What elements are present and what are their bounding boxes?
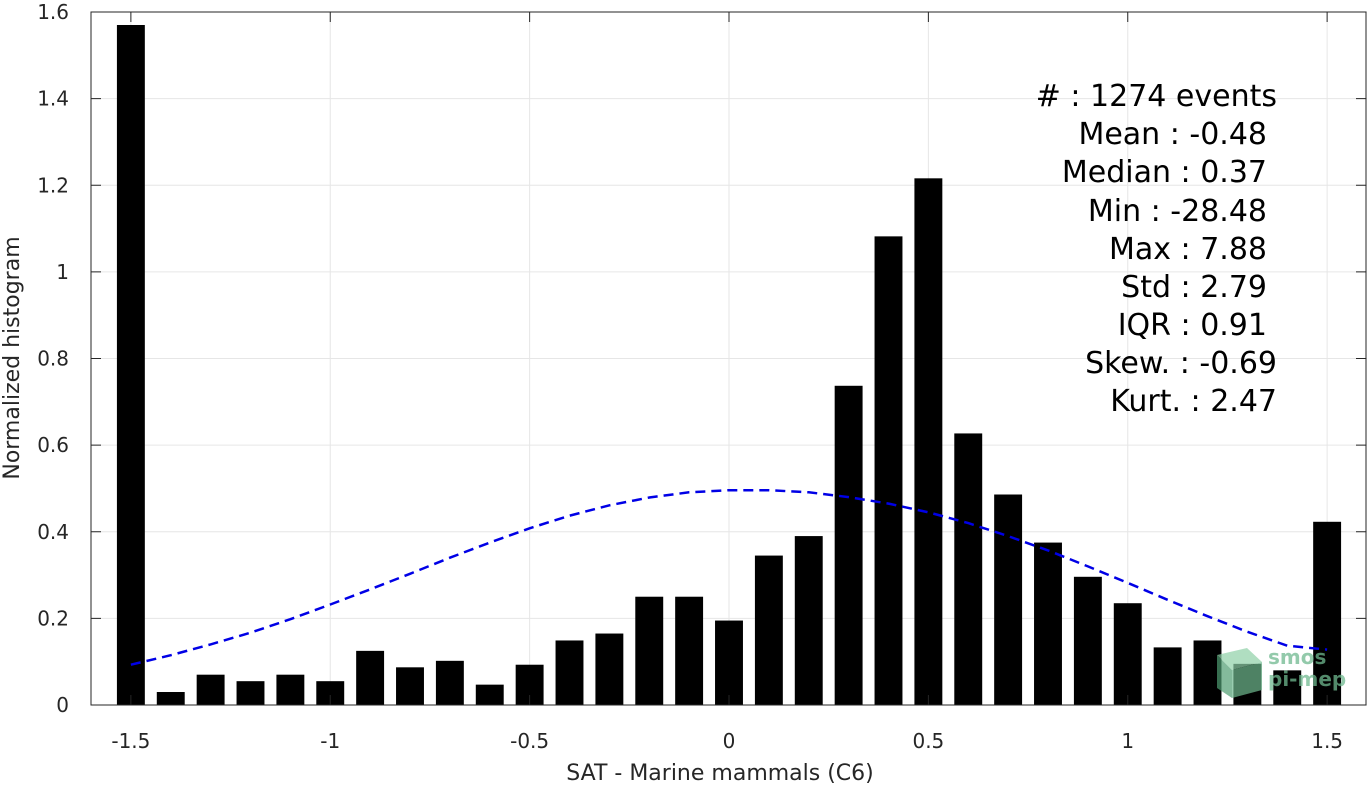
y-tick-label: 1.4 (37, 87, 69, 111)
stat-std: Std : 2.79 (1121, 270, 1267, 305)
x-tick-label: 1.5 (1311, 729, 1343, 753)
stat-iqr: IQR : 0.91 (1118, 308, 1267, 343)
histogram-bar (196, 674, 225, 705)
x-tick-label: -0.5 (510, 729, 549, 753)
statistics-box: # : 1274 events Mean : -0.48 Median : 0.… (1036, 79, 1277, 419)
x-tick-label: 1 (1121, 729, 1134, 753)
y-tick-label: 1.6 (37, 0, 69, 24)
y-tick-label: 0.6 (37, 433, 69, 457)
histogram-bar (356, 650, 385, 705)
histogram-bars (116, 24, 1342, 705)
stat-mean: Mean : -0.48 (1078, 117, 1267, 152)
stat-skew: Skew. : -0.69 (1085, 346, 1277, 381)
histogram-bar (156, 692, 185, 705)
x-tick-label: 0.5 (912, 729, 944, 753)
histogram-bar (396, 667, 424, 705)
cube-logo-icon (1217, 648, 1262, 698)
stat-count: # : 1274 events (1036, 79, 1277, 114)
x-axis-label: SAT - Marine mammals (C6) (566, 761, 874, 785)
y-tick-label: 0 (56, 693, 69, 717)
y-tick-label: 0.4 (37, 520, 69, 544)
gaussian-fit-curve (130, 488, 1328, 666)
histogram-bar (276, 674, 305, 705)
histogram-bar (1034, 542, 1062, 705)
histogram-bar (635, 596, 664, 705)
histogram-bar (754, 555, 783, 705)
stat-median: Median : 0.37 (1062, 155, 1267, 190)
histogram-bar (954, 433, 983, 705)
histogram-bar (675, 596, 704, 705)
y-tick-label: 1 (56, 260, 69, 284)
x-tick-label: 0 (723, 729, 736, 753)
y-tick-label: 1.2 (37, 173, 69, 197)
histogram-bar (555, 640, 584, 705)
x-tick-label: -1.5 (111, 729, 150, 753)
y-axis-ticks: 0 0.2 0.4 0.6 0.8 1 1.2 1.4 1.6 (37, 0, 1366, 717)
histogram-bar (1273, 670, 1302, 705)
x-axis-ticks: -1.5 -1 -0.5 0 0.5 1 1.5 (111, 12, 1343, 753)
smos-pimep-watermark: smos pi-mep (1217, 645, 1346, 698)
histogram-bar (595, 633, 624, 705)
y-axis-label: Normalized histogram (0, 236, 25, 479)
histogram-bar (435, 660, 464, 705)
histogram-bar (475, 684, 504, 705)
stat-min: Min : -28.48 (1088, 194, 1267, 229)
histogram-bar (914, 178, 943, 705)
histogram-bar (116, 24, 145, 705)
y-tick-label: 0.8 (37, 347, 69, 371)
watermark-line2: pi-mep (1268, 667, 1346, 691)
histogram-bar (236, 681, 265, 705)
stat-kurt: Kurt. : 2.47 (1110, 384, 1277, 419)
stat-max: Max : 7.88 (1109, 232, 1267, 267)
histogram-bar (994, 494, 1023, 705)
histogram-bar (834, 385, 863, 705)
histogram-bar (1073, 576, 1102, 705)
y-tick-label: 0.2 (37, 606, 69, 630)
histogram-bar (1113, 603, 1142, 705)
histogram-bar (1193, 640, 1222, 705)
histogram-bar (794, 536, 823, 705)
histogram-bar (316, 681, 345, 705)
histogram-bar (874, 236, 903, 705)
watermark-line1: smos (1268, 645, 1326, 669)
x-tick-label: -1 (320, 729, 340, 753)
histogram-bar (715, 620, 743, 705)
histogram-bar (1313, 521, 1342, 705)
histogram-bar (1153, 647, 1182, 705)
